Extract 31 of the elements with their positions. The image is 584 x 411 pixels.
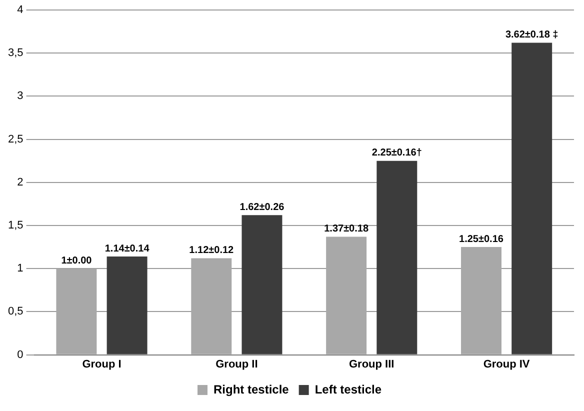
legend-label: Left testicle	[314, 382, 382, 396]
y-tick-label: 0	[17, 348, 24, 361]
data-label: 2.25±0.16†	[372, 148, 422, 159]
data-label: 1.14±0.14	[104, 243, 150, 254]
x-tick-label: Group I	[82, 358, 122, 370]
data-label: 3.62±0.18 ‡	[505, 30, 558, 41]
bar	[106, 256, 148, 354]
y-tick-label: 3	[17, 90, 24, 102]
data-label: 1.62±0.26	[240, 202, 285, 213]
bar	[191, 258, 232, 354]
data-label: 1.25±0.16	[459, 234, 504, 245]
x-tick-label: Group IV	[483, 358, 530, 370]
y-tick-label: 4	[17, 4, 24, 16]
data-label: 1.37±0.18	[324, 223, 369, 234]
data-label: 1±0.00	[61, 255, 92, 266]
bar	[326, 236, 367, 354]
bar	[56, 268, 97, 354]
y-tick-label: 2	[17, 176, 24, 188]
bar	[512, 42, 552, 354]
x-tick-label: Group II	[216, 358, 258, 370]
y-tick-label: 1	[17, 262, 24, 275]
bar	[376, 160, 418, 354]
y-tick-label: 0,5	[8, 306, 24, 318]
legend-label: Right testicle	[213, 382, 290, 396]
x-tick-label: Group III	[348, 358, 394, 370]
data-label: 1.12±0.12	[189, 245, 234, 256]
bar	[242, 215, 282, 354]
y-tick-label: 3,5	[8, 47, 24, 60]
y-tick-label: 1,5	[8, 220, 24, 232]
bar	[461, 247, 502, 354]
y-tick-label: 2,5	[8, 133, 24, 146]
